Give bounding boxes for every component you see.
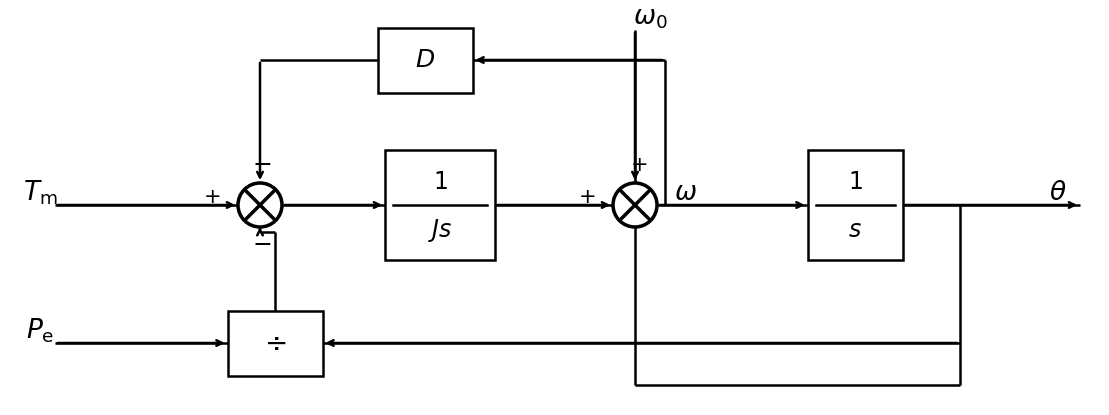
Circle shape xyxy=(238,183,282,227)
Text: $\omega$: $\omega$ xyxy=(673,180,696,206)
Text: $Js$: $Js$ xyxy=(428,217,452,244)
Text: −: − xyxy=(252,233,272,257)
Text: $s$: $s$ xyxy=(848,218,862,242)
Text: $\theta$: $\theta$ xyxy=(1049,180,1067,206)
Bar xyxy=(227,310,323,376)
Text: −: − xyxy=(252,153,272,177)
Text: +: + xyxy=(631,155,649,175)
Bar xyxy=(377,27,472,93)
Text: $\div$: $\div$ xyxy=(264,329,286,357)
Text: +: + xyxy=(579,187,597,207)
Text: $D$: $D$ xyxy=(415,48,435,72)
Circle shape xyxy=(613,183,657,227)
Text: $1$: $1$ xyxy=(433,170,447,194)
Text: $T_{\mathrm{m}}$: $T_{\mathrm{m}}$ xyxy=(22,179,58,207)
Text: +: + xyxy=(204,187,222,207)
Text: $1$: $1$ xyxy=(847,170,863,194)
Text: $\omega_0$: $\omega_0$ xyxy=(633,5,668,31)
Text: $P_{\mathrm{e}}$: $P_{\mathrm{e}}$ xyxy=(26,317,54,345)
Bar xyxy=(807,150,903,260)
Bar xyxy=(385,150,495,260)
